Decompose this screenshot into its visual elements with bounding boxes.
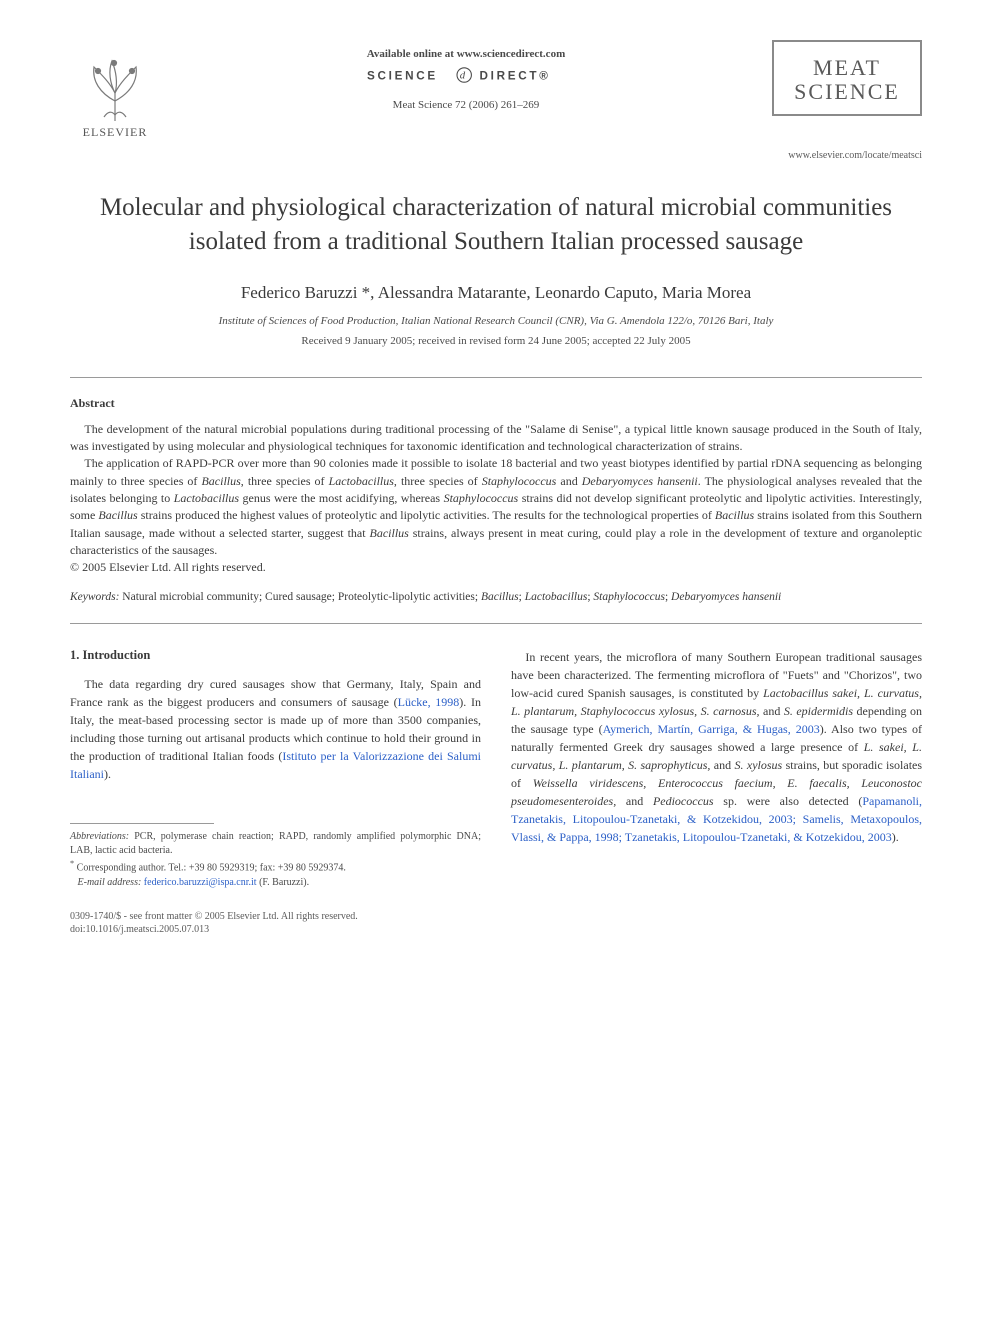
intro-left-para: The data regarding dry cured sausages sh… (70, 675, 481, 783)
available-online-text: Available online at www.sciencedirect.co… (160, 48, 772, 60)
keywords-label: Keywords: (70, 591, 119, 603)
rule-top (70, 377, 922, 378)
right-column: In recent years, the microflora of many … (511, 648, 922, 889)
rule-bottom (70, 623, 922, 624)
left-column: 1. Introduction The data regarding dry c… (70, 648, 481, 889)
received-dates: Received 9 January 2005; received in rev… (70, 335, 922, 347)
footnote-abbreviations: Abbreviations: PCR, polymerase chain rea… (70, 830, 481, 858)
sd-prefix: SCIENCE (367, 70, 438, 83)
footnote-email: E-mail address: federico.baruzzi@ispa.cn… (70, 876, 481, 890)
footer-line-1: 0309-1740/$ - see front matter © 2005 El… (70, 910, 922, 923)
article-title: Molecular and physiological characteriza… (70, 191, 922, 259)
journal-url[interactable]: www.elsevier.com/locate/meatsci (70, 150, 922, 161)
svg-text:d: d (460, 70, 466, 82)
affiliation: Institute of Sciences of Food Production… (70, 315, 922, 327)
elsevier-logo: ELSEVIER (70, 40, 160, 140)
header-row: ELSEVIER Available online at www.science… (70, 40, 922, 140)
corr-text: Corresponding author. Tel.: +39 80 59293… (74, 863, 346, 874)
elsevier-tree-icon (80, 53, 150, 123)
elsevier-label: ELSEVIER (83, 125, 148, 140)
journal-name-line1: MEAT (786, 56, 908, 80)
email-value[interactable]: federico.baruzzi@ispa.cnr.it (141, 877, 256, 888)
abstract-body: The development of the natural microbial… (70, 421, 922, 560)
sd-suffix: DIRECT® (480, 70, 551, 83)
abbrev-label: Abbreviations: (70, 831, 129, 842)
two-column-body: 1. Introduction The data regarding dry c… (70, 648, 922, 889)
footnote-rule (70, 823, 214, 824)
center-header: Available online at www.sciencedirect.co… (160, 40, 772, 111)
keywords: Keywords: Natural microbial community; C… (70, 589, 922, 606)
abstract-para-1: The development of the natural microbial… (70, 421, 922, 456)
footer: 0309-1740/$ - see front matter © 2005 El… (70, 910, 922, 936)
abstract-para-2: The application of RAPD-PCR over more th… (70, 455, 922, 559)
footer-line-2: doi:10.1016/j.meatsci.2005.07.013 (70, 923, 922, 936)
intro-right-para: In recent years, the microflora of many … (511, 648, 922, 846)
journal-box-wrapper: MEAT SCIENCE (772, 40, 922, 116)
keywords-text: Natural microbial community; Cured sausa… (122, 591, 781, 603)
email-label: E-mail address: (78, 877, 142, 888)
abbrev-text: PCR, polymerase chain reaction; RAPD, ra… (70, 831, 481, 856)
section-heading-intro: 1. Introduction (70, 648, 481, 663)
journal-name-line2: SCIENCE (786, 80, 908, 104)
footnote-corresponding: * Corresponding author. Tel.: +39 80 592… (70, 858, 481, 875)
abstract-heading: Abstract (70, 396, 922, 411)
sciencedirect-logo: SCIENCE d DIRECT® (160, 66, 772, 89)
authors: Federico Baruzzi *, Alessandra Matarante… (70, 283, 922, 303)
journal-reference: Meat Science 72 (2006) 261–269 (160, 99, 772, 111)
journal-title-box: MEAT SCIENCE (772, 40, 922, 116)
email-for: (F. Baruzzi). (257, 877, 310, 888)
abstract-copyright: © 2005 Elsevier Ltd. All rights reserved… (70, 560, 922, 575)
